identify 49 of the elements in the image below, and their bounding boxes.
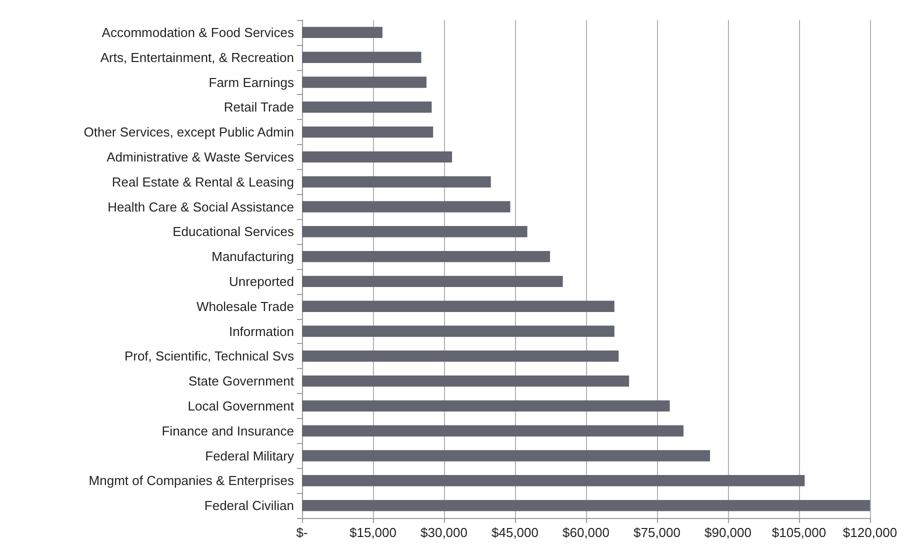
y-tick-label: Local Government bbox=[188, 398, 294, 414]
y-tick-label: Federal Military bbox=[205, 448, 294, 464]
bar bbox=[302, 425, 684, 436]
bar bbox=[302, 176, 491, 188]
x-tick-label: $90,000 bbox=[704, 525, 752, 540]
y-tick-label: Wholesale Trade bbox=[196, 298, 294, 314]
bar bbox=[302, 276, 563, 288]
x-tick-label: $45,000 bbox=[492, 525, 538, 540]
x-tick-label: $- bbox=[296, 525, 308, 540]
x-tick-label: $105,000 bbox=[772, 525, 826, 540]
y-tick-label: Prof, Scientific, Technical Svs bbox=[124, 348, 294, 364]
bar bbox=[302, 102, 432, 113]
bar bbox=[302, 76, 426, 88]
y-tick-label: Educational Services bbox=[172, 224, 294, 240]
y-tick-label: Real Estate & Rental & Leasing bbox=[112, 174, 294, 190]
bar bbox=[302, 300, 614, 312]
y-tick-label: Information bbox=[228, 324, 294, 339]
bar bbox=[302, 375, 630, 387]
y-tick-label: Administrative & Waste Services bbox=[106, 149, 294, 164]
y-tick-label: Other Services, except Public Admin bbox=[84, 124, 294, 140]
bar bbox=[302, 450, 710, 462]
bar bbox=[302, 400, 670, 412]
y-tick-label: Unreported bbox=[228, 274, 294, 289]
bar bbox=[302, 350, 619, 362]
y-tick-label: Farm Earnings bbox=[208, 74, 294, 90]
bar bbox=[302, 250, 550, 262]
bar bbox=[302, 226, 528, 238]
bar bbox=[302, 475, 805, 486]
x-tick-label: $60,000 bbox=[562, 525, 610, 540]
x-tick-label: $15,000 bbox=[350, 525, 396, 540]
x-tick-label: $75,000 bbox=[634, 525, 680, 540]
y-tick-label: Arts, Entertainment, & Recreation bbox=[100, 50, 294, 65]
x-tick-label: $30,000 bbox=[420, 525, 468, 540]
y-tick-label: Retail Trade bbox=[224, 100, 294, 115]
bar bbox=[302, 151, 452, 163]
y-tick-label: Health Care & Social Assistance bbox=[108, 199, 294, 214]
bar bbox=[302, 26, 382, 38]
y-tick-label: State Government bbox=[188, 374, 294, 389]
bar bbox=[302, 201, 510, 212]
bar bbox=[302, 326, 614, 337]
y-tick-label: Finance and Insurance bbox=[162, 423, 294, 438]
y-tick-label: Accommodation & Food Services bbox=[102, 24, 294, 40]
y-tick-label: Federal Civilian bbox=[204, 498, 294, 514]
bar bbox=[302, 126, 434, 138]
y-tick-label: Mngmt of Companies & Enterprises bbox=[88, 473, 294, 488]
x-tick-label: $120,000 bbox=[842, 525, 898, 540]
bar bbox=[302, 500, 870, 512]
y-tick-label: Manufacturing bbox=[212, 249, 294, 264]
bar bbox=[302, 52, 422, 63]
